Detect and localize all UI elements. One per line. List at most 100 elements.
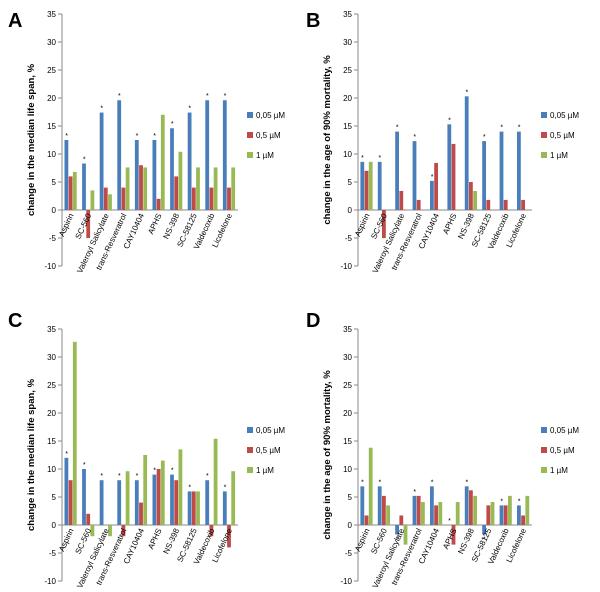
category-label: Aspirin bbox=[353, 212, 371, 238]
bar-b-2-0 bbox=[395, 131, 399, 210]
legend-swatch bbox=[247, 112, 253, 118]
bar-d-1-2 bbox=[386, 505, 390, 525]
bar-c-2-2 bbox=[108, 525, 112, 537]
significance-marker: * bbox=[361, 155, 364, 162]
significance-marker: * bbox=[431, 174, 434, 181]
y-tick-label: 15 bbox=[343, 437, 352, 446]
bar-b-9-1 bbox=[521, 199, 525, 210]
bar-b-2-1 bbox=[399, 190, 404, 210]
bar-c-0-2 bbox=[72, 341, 77, 525]
y-tick-label: 30 bbox=[47, 38, 56, 47]
significance-marker: * bbox=[65, 133, 68, 140]
bar-b-7-0 bbox=[482, 141, 486, 210]
y-tick-label: 0 bbox=[348, 206, 353, 215]
y-tick-label: -5 bbox=[345, 234, 353, 243]
significance-marker: * bbox=[206, 93, 209, 100]
y-tick-label: -10 bbox=[44, 577, 56, 586]
significance-marker: * bbox=[396, 125, 399, 132]
bar-a-3-0 bbox=[117, 100, 122, 210]
bar-a-7-1 bbox=[191, 187, 196, 210]
significance-marker: * bbox=[65, 451, 68, 458]
y-tick-label: -5 bbox=[345, 549, 353, 558]
bar-d-9-1 bbox=[521, 515, 525, 525]
y-tick-label: 15 bbox=[47, 437, 56, 446]
y-tick-label: 5 bbox=[52, 178, 57, 187]
bar-d-8-0 bbox=[499, 505, 504, 525]
y-tick-label: 20 bbox=[47, 94, 56, 103]
bar-a-8-2 bbox=[213, 167, 218, 210]
bar-a-1-0 bbox=[82, 163, 86, 210]
significance-marker: * bbox=[396, 537, 399, 544]
bar-a-5-0 bbox=[152, 140, 157, 210]
y-tick-label: 5 bbox=[52, 493, 57, 502]
y-axis-label: change in the median life span, % bbox=[26, 378, 37, 531]
y-tick-label: 20 bbox=[343, 94, 352, 103]
bar-d-7-2 bbox=[490, 502, 495, 525]
bar-c-3-1 bbox=[121, 525, 126, 537]
bar-b-8-0 bbox=[499, 131, 504, 210]
legend-label: 0,5 µM bbox=[256, 446, 281, 455]
bar-d-9-2 bbox=[525, 495, 530, 525]
bar-a-7-0 bbox=[187, 112, 192, 210]
bar-a-1-2 bbox=[90, 190, 95, 210]
bar-b-1-1 bbox=[382, 210, 386, 238]
bar-a-8-1 bbox=[209, 187, 214, 210]
bar-c-5-2 bbox=[160, 460, 165, 525]
significance-marker: * bbox=[224, 484, 227, 491]
y-tick-label: 30 bbox=[343, 353, 352, 362]
bar-d-7-0 bbox=[482, 525, 486, 535]
bar-b-0-0 bbox=[360, 161, 365, 210]
legend-swatch bbox=[541, 467, 547, 473]
y-tick-label: 0 bbox=[348, 521, 353, 530]
legend-label: 1 µM bbox=[550, 466, 568, 475]
legend-label: 1 µM bbox=[550, 151, 568, 160]
bar-a-2-2 bbox=[108, 194, 112, 210]
category-label: APHS bbox=[441, 527, 458, 551]
significance-marker: * bbox=[83, 462, 86, 469]
y-tick-label: -5 bbox=[49, 234, 57, 243]
bar-c-7-0 bbox=[187, 491, 192, 525]
legend-swatch bbox=[247, 447, 253, 453]
bar-c-9-0 bbox=[222, 491, 227, 525]
bar-b-4-1 bbox=[434, 162, 438, 210]
bar-d-2-1 bbox=[399, 515, 404, 525]
bar-a-6-0 bbox=[170, 128, 174, 210]
bar-a-1-1 bbox=[86, 210, 91, 238]
bar-b-1-0 bbox=[377, 161, 382, 210]
legend-label: 0,5 µM bbox=[550, 131, 575, 140]
legend-swatch bbox=[247, 132, 253, 138]
legend-swatch bbox=[247, 467, 253, 473]
panel-letter: C bbox=[8, 310, 22, 332]
bar-d-6-0 bbox=[464, 486, 469, 525]
y-axis-label: change in the age of 90% mortality, % bbox=[322, 370, 333, 540]
bar-d-0-0 bbox=[360, 486, 365, 525]
bar-c-2-0 bbox=[99, 480, 104, 525]
bar-c-0-0 bbox=[64, 457, 69, 525]
bar-d-3-2 bbox=[421, 502, 425, 525]
significance-marker: * bbox=[100, 106, 103, 113]
bar-b-0-1 bbox=[364, 170, 369, 210]
bar-a-4-0 bbox=[134, 140, 139, 210]
bar-c-1-0 bbox=[82, 469, 86, 525]
panel-letter: B bbox=[306, 10, 320, 32]
bar-b-6-0 bbox=[464, 96, 469, 210]
category-label: Aspirin bbox=[57, 212, 75, 238]
legend-label: 0,05 µM bbox=[256, 426, 285, 435]
significance-marker: * bbox=[413, 134, 416, 141]
bar-d-1-1 bbox=[382, 495, 386, 525]
bar-d-6-2 bbox=[473, 495, 477, 525]
bar-a-4-1 bbox=[139, 165, 143, 210]
legend-label: 0,5 µM bbox=[550, 446, 575, 455]
significance-marker: * bbox=[188, 106, 191, 113]
y-tick-label: -5 bbox=[49, 549, 57, 558]
bar-c-4-1 bbox=[139, 502, 143, 525]
y-tick-label: 5 bbox=[348, 178, 353, 187]
y-tick-label: 25 bbox=[343, 66, 352, 75]
bar-c-1-1 bbox=[86, 513, 91, 525]
y-tick-label: 25 bbox=[343, 381, 352, 390]
y-tick-label: 0 bbox=[52, 521, 57, 530]
bar-b-9-0 bbox=[517, 131, 521, 210]
bar-d-6-1 bbox=[469, 490, 473, 525]
significance-marker: * bbox=[483, 537, 486, 544]
